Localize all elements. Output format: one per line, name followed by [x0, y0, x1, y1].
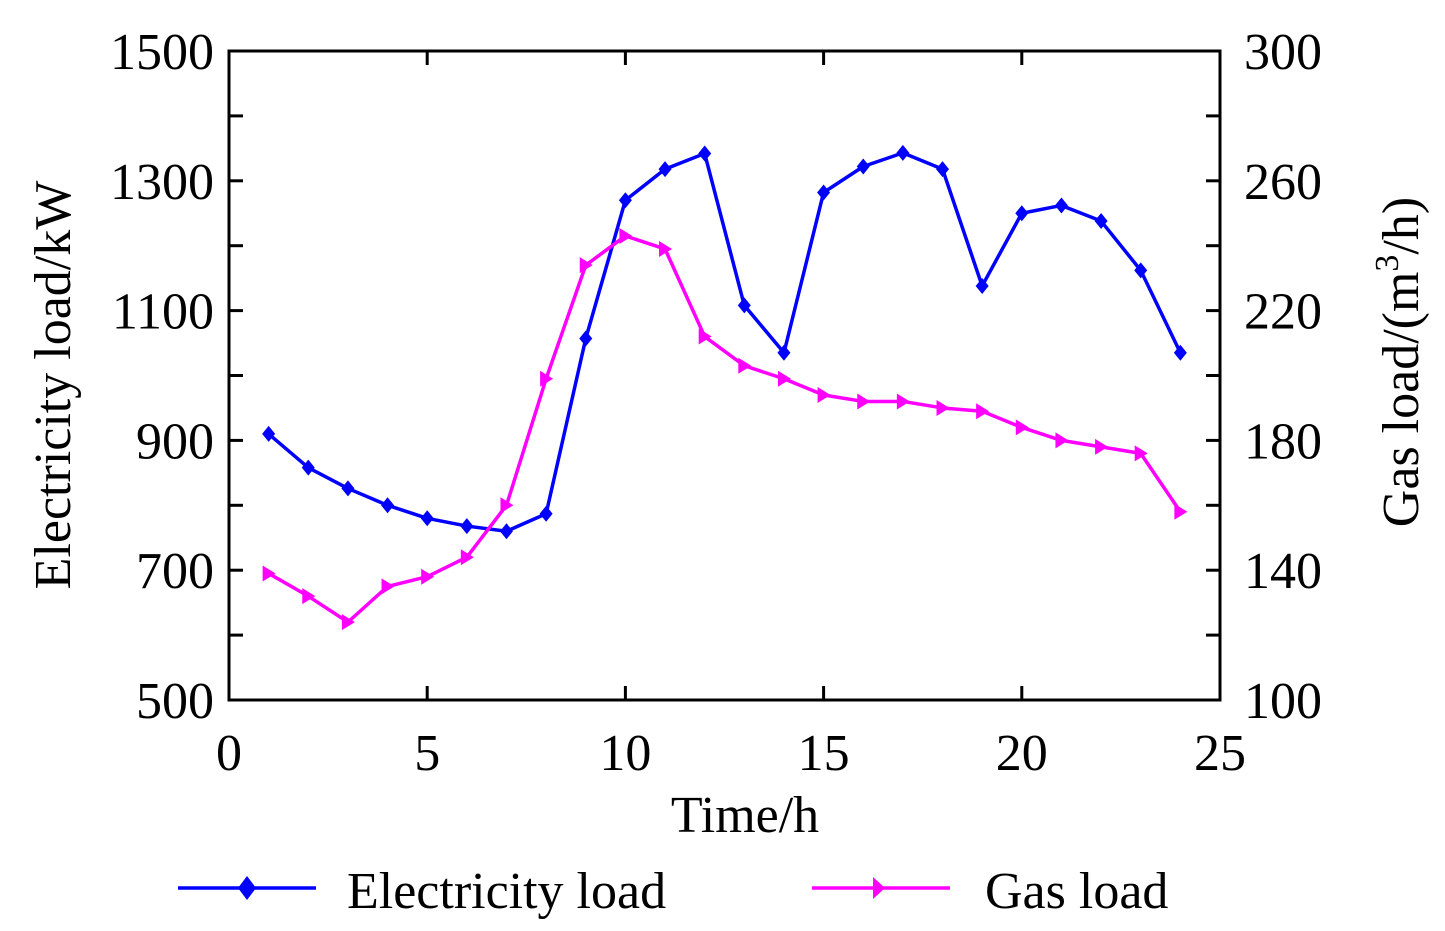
left-y-axis-title: Electricity load/kW	[25, 181, 82, 590]
gas-load-point	[936, 399, 950, 416]
series-layer	[262, 144, 1188, 631]
electricity-load-point	[975, 277, 989, 294]
x-tick-label: 20	[996, 725, 1048, 782]
electricity-load-point	[856, 158, 870, 175]
right-y-tick-label: 180	[1244, 413, 1322, 470]
x-tick-labels: 0 5 10 15 20 25	[216, 725, 1246, 782]
electricity-load-point	[499, 523, 513, 540]
electricity-load-point	[1173, 344, 1187, 361]
gas-load-point	[619, 227, 633, 244]
plot-area-frame	[227, 49, 1222, 702]
x-tick-label: 5	[414, 725, 440, 782]
electricity-load-point	[539, 505, 553, 522]
gas-load-point	[738, 357, 752, 374]
x-tick-label: 10	[599, 725, 651, 782]
electricity-load-point	[1054, 197, 1068, 214]
legend-label-gas: Gas load	[985, 863, 1168, 920]
left-y-tick-label: 1300	[110, 154, 214, 211]
electricity-load-point	[381, 497, 395, 514]
x-tick-label: 15	[798, 725, 850, 782]
gas-load-point	[857, 393, 871, 410]
electricity-load-point	[341, 480, 355, 497]
legend: Electricity load Gas load	[178, 863, 1168, 920]
right-y-tick-label: 100	[1244, 673, 1322, 730]
gas-load-point	[659, 240, 673, 257]
x-tick-label: 0	[216, 725, 242, 782]
electricity-load-point	[737, 297, 751, 314]
left-y-tick-labels: 500 700 900 1100 1300 1500	[110, 24, 214, 730]
legend-label-electricity: Electricity load	[347, 863, 666, 920]
gas-load-point	[500, 497, 514, 514]
right-y-axis-title-main: Gas load/(m	[1373, 272, 1430, 528]
gas-load-point	[698, 328, 712, 345]
electricity-load-point	[262, 425, 276, 442]
gas-load-point	[976, 403, 990, 420]
gas-load-point	[421, 568, 435, 585]
right-y-axis-title-sup: 3	[1369, 255, 1406, 272]
left-y-tick-label: 700	[136, 543, 214, 600]
electricity-load-point	[896, 144, 910, 161]
right-y-tick-label: 220	[1244, 284, 1322, 341]
gas-load-point	[896, 393, 910, 410]
electricity-load-point	[936, 161, 950, 178]
electricity-load-point	[658, 161, 672, 178]
gas-load-point	[262, 565, 276, 582]
gas-load-point	[381, 578, 395, 595]
right-y-tick-labels: 100 140 180 220 260 300	[1244, 24, 1322, 730]
left-y-tick-label: 1500	[110, 24, 214, 81]
electricity-load-point	[817, 184, 831, 201]
gas-load-point	[777, 370, 791, 387]
electricity-load-point	[579, 330, 593, 347]
gas-load-point	[460, 549, 474, 566]
legend-marker-electricity	[238, 876, 256, 900]
right-y-axis-title-tail: /h)	[1373, 197, 1430, 255]
gas-load-point	[341, 614, 355, 631]
electricity-load-point	[698, 145, 712, 162]
axis-ticks	[227, 49, 1222, 702]
gas-load-point	[1055, 432, 1069, 449]
electricity-load-line	[267, 151, 1182, 534]
electricity-load-point	[420, 510, 434, 527]
left-y-tick-label: 1100	[112, 284, 214, 341]
x-axis-title: Time/h	[671, 787, 819, 844]
electricity-load-point	[1134, 262, 1148, 279]
electricity-load-point	[777, 344, 791, 361]
x-tick-label: 25	[1194, 725, 1246, 782]
gas-load-point	[1174, 503, 1188, 520]
electricity-load-point	[1015, 205, 1029, 222]
left-y-tick-label: 900	[136, 413, 214, 470]
electricity-load-point	[301, 459, 315, 476]
right-y-axis-title: Gas load/(m3/h)	[1369, 197, 1430, 527]
gas-load-point	[579, 257, 593, 274]
right-y-tick-label: 260	[1244, 154, 1322, 211]
gas-load-line	[267, 234, 1182, 624]
legend-marker-gas	[873, 877, 885, 899]
electricity-load-point	[460, 518, 474, 535]
electricity-load-point	[618, 192, 632, 209]
gas-load-point	[540, 370, 554, 387]
left-y-tick-label: 500	[136, 673, 214, 730]
gas-load-point	[1095, 438, 1109, 455]
gas-load-point	[1134, 445, 1148, 462]
gas-load-point	[302, 588, 316, 605]
right-y-tick-label: 140	[1244, 543, 1322, 600]
electricity-load-point	[1094, 213, 1108, 230]
gas-load-point	[1015, 419, 1029, 436]
gas-load-point	[817, 386, 831, 403]
right-y-tick-label: 300	[1244, 24, 1322, 81]
